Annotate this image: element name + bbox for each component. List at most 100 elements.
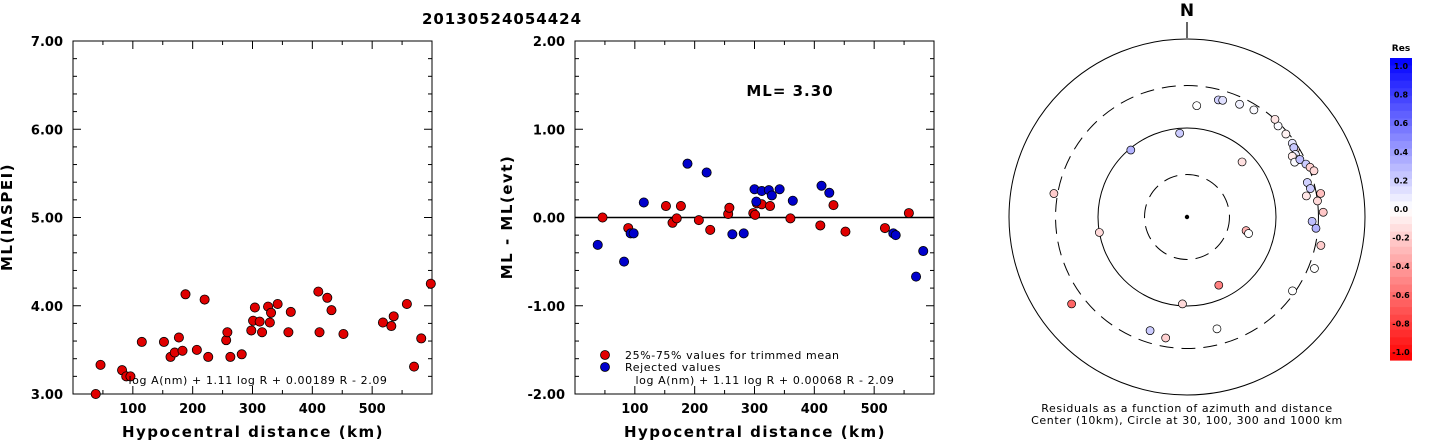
data-point — [879, 223, 890, 234]
distance-ring — [1055, 85, 1319, 349]
colorbar-label: 0.0 — [1394, 205, 1409, 214]
station-point — [1235, 99, 1244, 109]
data-point — [766, 190, 777, 201]
data-point — [386, 321, 397, 332]
data-point — [890, 230, 901, 241]
data-point — [388, 311, 399, 322]
data-point — [409, 361, 420, 372]
colorbar-label: -0.4 — [1392, 262, 1410, 271]
colorbar-segment — [1390, 141, 1412, 150]
x-tick-label: 200 — [179, 402, 206, 417]
colorbar-segment — [1390, 344, 1412, 354]
x-tick-label: 400 — [801, 402, 828, 417]
station-point — [1212, 324, 1222, 334]
data-point — [236, 349, 247, 360]
data-point — [272, 298, 283, 309]
center-point — [1184, 214, 1190, 220]
data-point — [314, 327, 325, 338]
colorbar-segment — [1390, 239, 1412, 248]
data-point — [416, 333, 427, 344]
data-point — [95, 359, 106, 370]
colorbar-segment — [1390, 224, 1412, 233]
data-point — [285, 306, 296, 317]
colorbar-segment — [1390, 58, 1412, 67]
data-point — [750, 209, 761, 220]
colorbar-segment — [1390, 292, 1412, 301]
data-point — [222, 327, 233, 338]
colorbar-segment — [1390, 186, 1412, 195]
colorbar-segment — [1390, 178, 1412, 187]
station-point — [1049, 189, 1059, 198]
formula-label: log A(nm) + 1.11 log R + 0.00189 R - 2.0… — [128, 374, 387, 387]
data-point — [751, 196, 762, 207]
colorbar-segment — [1390, 231, 1412, 240]
data-point — [266, 307, 277, 318]
data-point — [264, 317, 275, 328]
y-tick-label: 4.00 — [31, 300, 63, 315]
colorbar-segment — [1390, 156, 1412, 165]
x-tick-label: 400 — [299, 402, 326, 417]
colorbar-segment — [1390, 171, 1412, 180]
page-title: 20130524054424 — [422, 10, 582, 28]
colorbar-segment — [1390, 276, 1412, 286]
colorbar-segment — [1390, 88, 1412, 97]
colorbar: 1.0 0.8 0.6 0.4 0.2 0.0 -0.2 -0.4 -0.6 -0.8 -1.0 — [1390, 58, 1412, 361]
station-point — [1288, 286, 1297, 296]
station-point — [1309, 166, 1319, 176]
colorbar-segment — [1390, 261, 1412, 270]
y-tick-label: 1.00 — [533, 123, 565, 138]
data-point — [592, 239, 603, 250]
station-point — [1316, 241, 1326, 250]
colorbar-label: 0.6 — [1394, 119, 1409, 128]
station-point — [1095, 228, 1104, 237]
data-point — [705, 224, 716, 235]
residual-vs-distance-plot: 100 200 300 400 500 -2.00 -1.00 0.00 1.00 2.00 ML… — [498, 35, 935, 441]
colorbar-segment — [1390, 314, 1412, 323]
caption-line-1: Residuals as a function of azimuth and d… — [1041, 402, 1332, 415]
y-tick-label: 3.00 — [31, 388, 63, 403]
colorbar-segment — [1390, 193, 1412, 203]
distance-ring — [1008, 38, 1366, 396]
data-point — [738, 228, 749, 239]
data-point — [727, 229, 738, 240]
colorbar-segment — [1390, 246, 1412, 255]
data-point — [257, 327, 268, 338]
ml-vs-distance-plot: 100 200 300 400 500 3.00 4.00 5.00 6.00 7.00 log … — [0, 35, 436, 441]
caption-line-2: Center (10km), Circle at 30, 100, 300 an… — [1031, 414, 1343, 427]
colorbar-segment — [1390, 73, 1412, 82]
colorbar-segment — [1390, 299, 1412, 308]
azimuth-distance-plot: N Residuals as a function of azimuth and… — [1008, 1, 1412, 427]
station-point — [1310, 264, 1319, 273]
data-point — [701, 167, 712, 178]
legend-marker-trimmed — [600, 350, 610, 360]
colorbar-label: 0.4 — [1394, 148, 1409, 157]
data-point — [90, 388, 101, 399]
colorbar-label: -0.8 — [1392, 319, 1410, 328]
station-point — [1126, 145, 1136, 155]
data-point — [249, 302, 260, 313]
station-point — [1249, 105, 1259, 115]
colorbar-segment — [1390, 307, 1412, 316]
colorbar-segment — [1390, 337, 1412, 346]
legend-label-rejected: Rejected values — [625, 361, 721, 374]
station-point — [1316, 189, 1326, 198]
data-point — [619, 256, 630, 267]
data-point — [918, 246, 929, 257]
station-point — [1067, 299, 1076, 309]
data-point — [628, 228, 639, 239]
colorbar-segment — [1390, 352, 1412, 361]
station-point — [1281, 129, 1291, 139]
colorbar-segment — [1390, 163, 1412, 172]
station-point — [1218, 95, 1228, 105]
station-point — [1318, 207, 1328, 217]
colorbar-segment — [1390, 269, 1412, 278]
data-point — [671, 213, 682, 224]
data-point — [377, 317, 388, 328]
data-point — [203, 351, 214, 362]
station-point — [1270, 114, 1280, 124]
x-tick-label: 500 — [359, 402, 386, 417]
colorbar-label: -1.0 — [1392, 348, 1410, 357]
y-tick-label: -1.00 — [528, 300, 565, 315]
data-point — [682, 158, 693, 169]
y-tick-label: 7.00 — [31, 35, 63, 50]
